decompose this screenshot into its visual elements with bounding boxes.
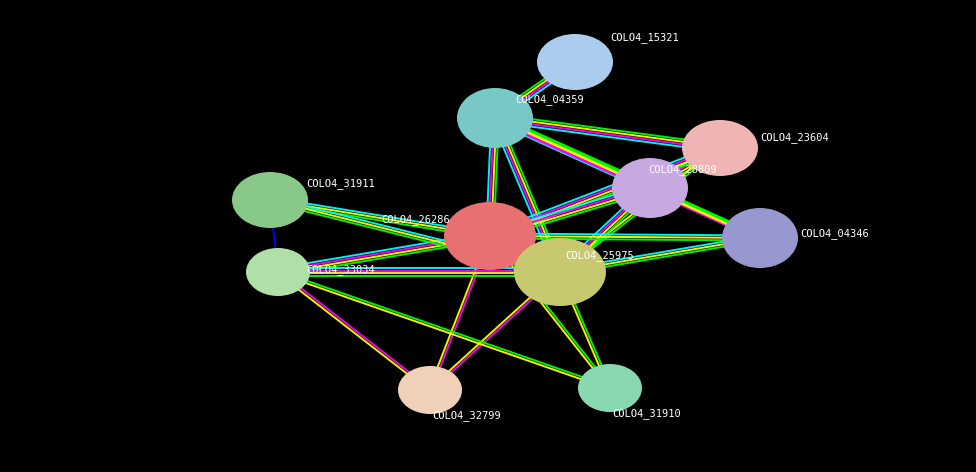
Ellipse shape — [398, 366, 462, 414]
Ellipse shape — [722, 208, 798, 268]
Text: COLO4_28809: COLO4_28809 — [648, 165, 716, 176]
Text: COLO4_33034: COLO4_33034 — [306, 264, 375, 276]
Text: COLO4_26286: COLO4_26286 — [382, 215, 450, 226]
Ellipse shape — [514, 238, 606, 306]
Ellipse shape — [612, 158, 688, 218]
Text: COLO4_32799: COLO4_32799 — [432, 411, 501, 421]
Ellipse shape — [682, 120, 758, 176]
Text: COLO4_31910: COLO4_31910 — [612, 409, 680, 420]
Ellipse shape — [578, 364, 642, 412]
Text: COLO4_04346: COLO4_04346 — [800, 228, 869, 239]
Ellipse shape — [537, 34, 613, 90]
Text: COLO4_25975: COLO4_25975 — [565, 251, 633, 261]
Ellipse shape — [232, 172, 308, 228]
Ellipse shape — [444, 202, 536, 270]
Ellipse shape — [246, 248, 310, 296]
Text: COLO4_15321: COLO4_15321 — [610, 33, 678, 43]
Text: COLO4_23604: COLO4_23604 — [760, 133, 829, 143]
Ellipse shape — [457, 88, 533, 148]
Text: COLO4_31911: COLO4_31911 — [306, 178, 375, 189]
Text: COLO4_04359: COLO4_04359 — [515, 94, 584, 105]
